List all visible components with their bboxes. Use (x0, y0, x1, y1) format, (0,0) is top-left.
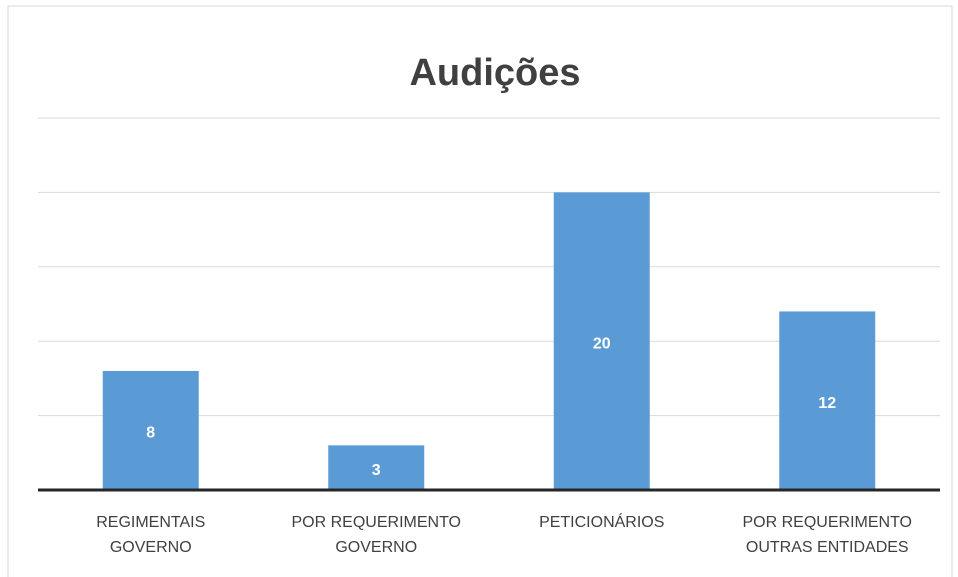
chart-title: Audições (409, 52, 580, 94)
x-tick-label: POR REQUERIMENTO GOVERNO (291, 514, 462, 556)
bar (553, 192, 650, 490)
x-tick-label: POR REQUERIMENTO OUTRAS ENTIDADES (742, 514, 913, 556)
value-label: 3 (372, 462, 381, 479)
x-tick-label: PETICIONÁRIOS (539, 514, 665, 531)
chart-frame (7, 5, 953, 577)
bar (102, 370, 199, 490)
value-label: 12 (818, 395, 836, 412)
bar (779, 311, 876, 490)
x-tick-label: REGIMENTAIS GOVERNO (96, 514, 206, 556)
bar (328, 445, 425, 490)
value-label: 20 (593, 335, 611, 352)
value-label: 8 (146, 425, 155, 442)
